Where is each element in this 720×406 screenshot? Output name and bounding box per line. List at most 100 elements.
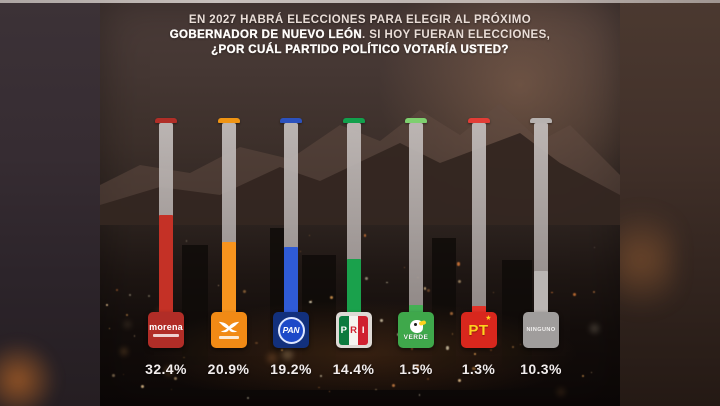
bar-track-mc — [221, 123, 236, 317]
bar-track-verde — [409, 123, 423, 317]
bar-cap-pri — [342, 118, 365, 123]
bokeh-light — [363, 234, 366, 237]
value-label-ninguno: 10.3% — [520, 361, 562, 377]
mc-eagle-icon — [218, 322, 239, 333]
top-edge-line — [0, 0, 720, 3]
bokeh-glow — [124, 321, 131, 329]
pri-letter-2: I — [358, 315, 368, 345]
bar-column-pt: PT ★ 1.3% — [448, 118, 510, 377]
bar-cap-morena — [155, 118, 177, 123]
bokeh-light — [112, 374, 115, 377]
bokeh-light — [427, 378, 430, 381]
value-label-pan: 19.2% — [270, 361, 312, 377]
bokeh-light — [450, 312, 453, 315]
bar-track-pri — [346, 123, 361, 317]
bars-row: morena 32.4% 20.9% PAN 19.2% P — [135, 118, 572, 377]
bokeh-light — [392, 384, 396, 388]
bokeh-light — [365, 277, 369, 281]
party-logo-verde: VERDE — [398, 312, 434, 348]
bar-fill-pan — [284, 247, 298, 317]
party-logo-ninguno: NINGUNO — [523, 312, 559, 348]
bar-fill-morena — [159, 215, 173, 317]
bar-column-ninguno: NINGUNO 10.3% — [510, 118, 572, 377]
bokeh-light — [308, 235, 310, 237]
bokeh-light — [451, 333, 453, 335]
bokeh-light — [489, 348, 492, 351]
pt-wordmark: PT — [468, 321, 489, 339]
bokeh-light — [300, 250, 302, 252]
bokeh-light — [472, 367, 476, 371]
building-silhouette — [182, 245, 208, 365]
blurred-edge-right — [620, 0, 720, 406]
bokeh-light — [242, 290, 246, 294]
video-frame: EN 2027 HABRÁ ELECCIONES PARA ELEGIR AL … — [100, 0, 620, 406]
bokeh-light — [174, 377, 178, 381]
bokeh-glow — [120, 347, 128, 355]
bar-cap-pt — [467, 118, 490, 123]
bokeh-light — [320, 375, 322, 377]
bokeh-glow — [556, 387, 565, 396]
building-silhouette — [302, 255, 336, 367]
bokeh-light — [218, 284, 220, 287]
bar-cap-pan — [280, 118, 302, 123]
bokeh-light — [185, 240, 188, 242]
bar-column-mc: 20.9% — [198, 118, 260, 377]
bar-fill-mc — [221, 242, 236, 317]
bokeh-light — [411, 347, 414, 350]
value-label-verde: 1.5% — [399, 361, 433, 377]
bokeh-light — [594, 246, 596, 248]
bokeh-light — [520, 343, 522, 346]
verde-wordmark: VERDE — [403, 334, 429, 342]
bokeh-light — [311, 300, 313, 302]
pan-wordmark: PAN — [282, 325, 300, 335]
party-logo-mc — [210, 312, 247, 348]
bokeh-light — [445, 346, 450, 350]
value-label-pri: 14.4% — [332, 361, 375, 377]
bokeh-light — [416, 364, 419, 368]
ninguno-wordmark: NINGUNO — [526, 327, 556, 333]
value-label-morena: 32.4% — [145, 361, 187, 377]
pan-emblem-circle: PAN — [277, 316, 305, 344]
bar-track-pt — [471, 123, 486, 317]
verde-toucan-icon — [409, 319, 426, 333]
building-silhouette — [432, 238, 456, 368]
bokeh-light — [375, 388, 377, 391]
bokeh-light — [456, 262, 460, 266]
bokeh-light — [474, 352, 477, 355]
bokeh-light — [147, 295, 150, 298]
bokeh-light — [183, 356, 185, 358]
bokeh-light — [418, 393, 421, 396]
mc-tagline-strip — [218, 336, 239, 339]
bokeh-light — [551, 291, 553, 293]
bar-column-verde: VERDE 1.5% — [385, 118, 447, 377]
poll-question-line-1: EN 2027 HABRÁ ELECCIONES PARA ELEGIR AL … — [188, 14, 532, 26]
bokeh-light — [328, 390, 330, 392]
party-logo-pan: PAN — [273, 312, 309, 348]
bokeh-light — [386, 281, 388, 284]
bokeh-light — [593, 291, 596, 294]
party-logo-pt: PT ★ — [460, 312, 497, 348]
morena-wordmark: morena — [149, 322, 183, 332]
bokeh-glow — [267, 353, 277, 363]
blurred-edge-left — [0, 0, 100, 406]
bokeh-light — [423, 287, 427, 290]
value-label-mc: 20.9% — [207, 361, 250, 377]
morena-tagline-strip — [153, 334, 179, 337]
bokeh-light — [573, 293, 576, 296]
bokeh-light — [511, 345, 515, 349]
bokeh-light — [140, 384, 145, 388]
value-label-pt: 1.3% — [461, 361, 496, 377]
bokeh-light — [255, 341, 259, 345]
pri-letter-1: R — [348, 315, 359, 345]
bokeh-light — [128, 293, 131, 296]
party-logo-morena: morena — [148, 312, 184, 348]
bar-column-pan: PAN 19.2% — [260, 118, 322, 377]
bokeh-light — [427, 288, 431, 292]
bokeh-light — [246, 396, 250, 400]
bokeh-light — [125, 314, 128, 317]
bokeh-light — [281, 348, 284, 351]
bokeh-light — [458, 280, 461, 284]
bar-column-morena: morena 32.4% — [135, 118, 197, 377]
bokeh-glow — [589, 323, 599, 333]
